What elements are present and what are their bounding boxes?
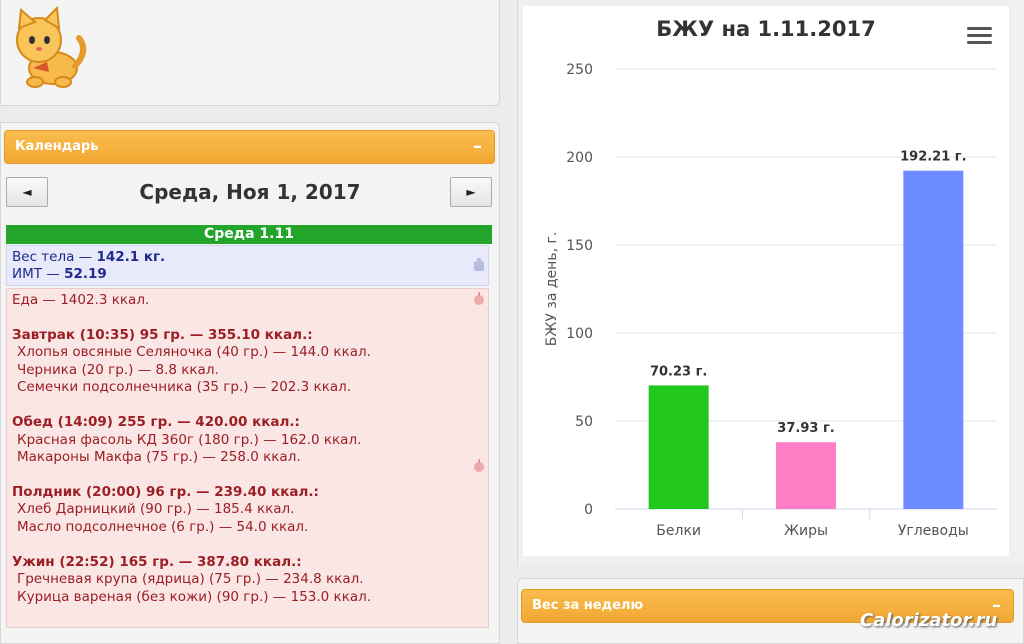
next-day-button[interactable]: ► <box>450 177 492 207</box>
meal-item[interactable]: Черника (20 гр.) — 8.8 ккал. <box>17 361 219 378</box>
scale-icon[interactable] <box>473 258 485 272</box>
meal-item[interactable]: Гречневая крупа (ядрица) (75 гр.) — 234.… <box>17 571 364 588</box>
day-label: Среда 1.11 <box>6 225 492 244</box>
apple-icon[interactable] <box>473 292 485 306</box>
meal-item[interactable]: Хлеб Дарницкий (90 гр.) — 185.4 ккал. <box>17 501 295 518</box>
y-tick-label: 250 <box>566 62 593 78</box>
calendar-header-title: Календарь <box>15 139 99 154</box>
chart-card: БЖУ на 1.11.2017 0 50 100 150 200 250 БЖУ за де… <box>523 6 1009 556</box>
bmi-label: ИМТ — <box>12 266 65 282</box>
meal-item[interactable]: Семечки подсолнечника (35 гр.) — 202.3 к… <box>17 379 352 396</box>
meal-title: Ужин (22:52) 165 гр. — 387.80 ккал.: <box>12 553 302 570</box>
data-label: 70.23 г. <box>650 364 707 379</box>
bmi-value: 52.19 <box>64 266 107 282</box>
week-weight-header[interactable]: Вес за неделю – <box>521 589 1014 623</box>
food-total: Еда — 1402.3 ккал. <box>12 292 150 308</box>
apple-icon[interactable] <box>473 459 485 473</box>
y-tick-label: 0 <box>584 502 593 518</box>
meal-item[interactable]: Красная фасоль КД 360г (180 гр.) — 162.0… <box>17 431 362 448</box>
date-title: Среда, Ноя 1, 2017 <box>139 180 361 204</box>
meal-item[interactable]: Хлопья овсяные Селяночка (40 гр.) — 144.… <box>17 344 371 361</box>
bar-Белки[interactable] <box>648 385 709 509</box>
bju-chart: БЖУ на 1.11.2017 0 50 100 150 200 250 БЖУ за де… <box>544 17 997 539</box>
bar-Жиры[interactable] <box>776 442 836 509</box>
x-tick-label: Белки <box>656 523 701 539</box>
meal-title: Завтрак (10:35) 95 гр. — 355.10 ккал.: <box>12 326 313 343</box>
x-tick-label: Жиры <box>784 523 828 539</box>
collapse-icon[interactable]: – <box>473 136 482 157</box>
chart-title: БЖУ на 1.11.2017 <box>656 17 875 41</box>
bmi-line: ИМТ — 52.19 <box>12 266 483 283</box>
x-tick-label: Углеводы <box>898 523 969 539</box>
calendar-header[interactable]: Календарь – <box>4 130 495 164</box>
meal-title: Обед (14:09) 255 гр. — 420.00 ккал.: <box>12 413 300 430</box>
meal-item[interactable]: Курица вареная (без кожи) (90 гр.) — 153… <box>17 588 372 605</box>
watermark: Calorizator.ru <box>860 610 998 631</box>
y-tick-label: 200 <box>566 150 593 166</box>
weight-box: Вес тела — 142.1 кг. ИМТ — 52.19 <box>6 245 489 286</box>
y-axis-title: БЖУ за день, г. <box>544 232 560 347</box>
prev-day-button[interactable]: ◄ <box>6 177 48 207</box>
food-box: Еда — 1402.3 ккал. Завтрак (10:35) 95 гр… <box>6 288 489 628</box>
meals-list: Завтрак (10:35) 95 гр. — 355.10 ккал.: Хл… <box>12 310 483 607</box>
data-label: 37.93 г. <box>777 421 834 436</box>
collapse-icon[interactable]: – <box>992 595 1001 616</box>
y-tick-label: 50 <box>575 414 593 430</box>
logo-panel <box>0 0 500 106</box>
y-tick-label: 100 <box>566 326 593 342</box>
meal-item[interactable]: Масло подсолнечное (6 гр.) — 54.0 ккал. <box>17 518 309 535</box>
week-weight-title: Вес за неделю <box>532 598 644 613</box>
meal-item[interactable]: Макароны Макфа (75 гр.) — 258.0 ккал. <box>17 449 301 466</box>
cat-logo-icon[interactable] <box>5 6 89 90</box>
data-label: 192.21 г. <box>900 150 966 165</box>
body-weight-line: Вес тела — 142.1 кг. <box>12 249 483 266</box>
chart-menu-icon[interactable] <box>967 27 992 45</box>
y-tick-label: 150 <box>566 238 593 254</box>
body-weight-value: 142.1 кг. <box>96 249 166 265</box>
bar-Углеводы[interactable] <box>903 170 964 510</box>
body-weight-label: Вес тела — <box>12 249 97 265</box>
meal-title: Полдник (20:00) 96 гр. — 239.40 ккал.: <box>12 483 319 500</box>
